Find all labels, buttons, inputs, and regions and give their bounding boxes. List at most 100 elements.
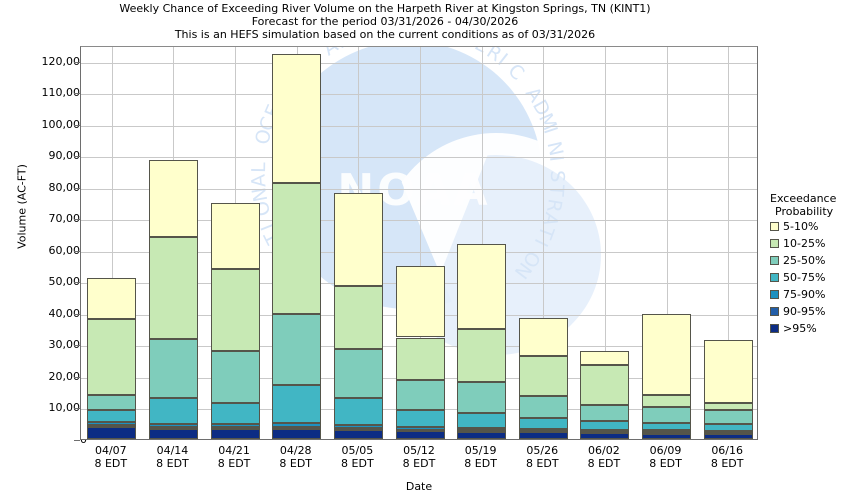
bar-segment[interactable] xyxy=(272,426,321,429)
legend-item[interactable]: 5-10% xyxy=(770,218,850,235)
bar-segment[interactable] xyxy=(580,421,629,431)
bar-segment[interactable] xyxy=(149,338,198,399)
x-axis-tick-date: 04/14 xyxy=(156,444,189,457)
bar-stack[interactable] xyxy=(87,47,136,439)
bar-segment[interactable] xyxy=(272,313,321,386)
bar-segment[interactable] xyxy=(704,339,753,404)
bar-stack[interactable] xyxy=(334,47,383,439)
bar-segment[interactable] xyxy=(149,423,198,427)
bar-segment[interactable] xyxy=(211,427,260,430)
bar-stack[interactable] xyxy=(580,47,629,439)
bar-segment[interactable] xyxy=(580,430,629,433)
bar-segment[interactable] xyxy=(642,430,691,433)
bar-segment[interactable] xyxy=(457,431,506,439)
bar-segment[interactable] xyxy=(272,385,321,424)
bar-segment[interactable] xyxy=(580,364,629,405)
bar-segment[interactable] xyxy=(149,160,198,237)
bar-segment[interactable] xyxy=(87,278,136,320)
bar-segment[interactable] xyxy=(272,423,321,427)
bar-segment[interactable] xyxy=(457,430,506,433)
bar-segment[interactable] xyxy=(457,381,506,413)
bar-stack[interactable] xyxy=(457,47,506,439)
bar-segment[interactable] xyxy=(87,425,136,428)
legend-item[interactable]: >95% xyxy=(770,320,850,337)
bar-segment[interactable] xyxy=(149,427,198,430)
bar-stack[interactable] xyxy=(149,47,198,439)
bar-segment[interactable] xyxy=(396,427,445,430)
bar-segment[interactable] xyxy=(396,429,445,432)
bar-stack[interactable] xyxy=(272,47,321,439)
bar-segment[interactable] xyxy=(87,394,136,410)
bar-segment[interactable] xyxy=(149,428,198,439)
bar-segment[interactable] xyxy=(334,429,383,439)
bar-segment[interactable] xyxy=(396,379,445,410)
bar-segment[interactable] xyxy=(519,417,568,429)
bar-segment[interactable] xyxy=(272,182,321,314)
bar-segment[interactable] xyxy=(211,268,260,351)
bar-segment[interactable] xyxy=(580,404,629,422)
bar-segment[interactable] xyxy=(396,337,445,380)
bar-segment[interactable] xyxy=(334,428,383,431)
bar-segment[interactable] xyxy=(87,421,136,426)
bar-segment[interactable] xyxy=(580,350,629,365)
bar-segment[interactable] xyxy=(211,429,260,439)
bar-segment[interactable] xyxy=(580,433,629,439)
bar-segment[interactable] xyxy=(396,431,445,439)
bar-stack[interactable] xyxy=(704,47,753,439)
bar-segment[interactable] xyxy=(149,236,198,339)
bar-segment[interactable] xyxy=(704,409,753,424)
x-axis-tick-date: 04/07 xyxy=(94,444,127,457)
bar-segment[interactable] xyxy=(396,410,445,428)
bar-segment[interactable] xyxy=(580,432,629,435)
x-axis-tick-time: 8 EDT xyxy=(217,457,251,470)
bar-segment[interactable] xyxy=(334,398,383,426)
bar-segment[interactable] xyxy=(642,394,691,408)
bar-segment[interactable] xyxy=(334,349,383,398)
bar-segment[interactable] xyxy=(211,202,260,269)
bar-stack[interactable] xyxy=(211,47,260,439)
bar-segment[interactable] xyxy=(642,314,691,395)
bar-segment[interactable] xyxy=(642,407,691,423)
bar-segment[interactable] xyxy=(519,317,568,357)
bar-segment[interactable] xyxy=(642,433,691,439)
bar-segment[interactable] xyxy=(87,409,136,422)
bar-stack[interactable] xyxy=(642,47,691,439)
bar-stack[interactable] xyxy=(519,47,568,439)
legend-item[interactable]: 50-75% xyxy=(770,269,850,286)
bar-segment[interactable] xyxy=(457,427,506,431)
legend-item[interactable]: 90-95% xyxy=(770,303,850,320)
bar-segment[interactable] xyxy=(704,433,753,439)
bar-segment[interactable] xyxy=(519,428,568,432)
bar-segment[interactable] xyxy=(519,431,568,434)
bar-segment[interactable] xyxy=(704,423,753,431)
bar-segment[interactable] xyxy=(334,193,383,287)
bar-segment[interactable] xyxy=(334,286,383,350)
bar-segment[interactable] xyxy=(149,398,198,424)
bar-segment[interactable] xyxy=(211,424,260,428)
bar-segment[interactable] xyxy=(211,403,260,425)
x-axis-tick-label: 06/16 8 EDT xyxy=(697,444,757,470)
bar-segment[interactable] xyxy=(87,319,136,395)
bar-segment[interactable] xyxy=(704,403,753,410)
bar-segment[interactable] xyxy=(457,329,506,382)
legend-item[interactable]: 75-90% xyxy=(770,286,850,303)
bar-segment[interactable] xyxy=(704,430,753,433)
bar-stack[interactable] xyxy=(396,47,445,439)
bar-segment[interactable] xyxy=(457,243,506,330)
bar-segment[interactable] xyxy=(87,427,136,439)
bar-segment[interactable] xyxy=(519,395,568,418)
bar-segment[interactable] xyxy=(272,54,321,183)
bar-segment[interactable] xyxy=(272,428,321,439)
legend-item[interactable]: 25-50% xyxy=(770,252,850,269)
bar-segment[interactable] xyxy=(704,432,753,435)
bar-segment[interactable] xyxy=(519,356,568,396)
legend-item[interactable]: 10-25% xyxy=(770,235,850,252)
bar-segment[interactable] xyxy=(642,422,691,431)
bar-segment[interactable] xyxy=(519,432,568,439)
y-axis-tick-label: 100,000 xyxy=(41,117,88,131)
bar-segment[interactable] xyxy=(211,350,260,404)
bar-segment[interactable] xyxy=(396,265,445,338)
bar-segment[interactable] xyxy=(334,425,383,429)
bar-segment[interactable] xyxy=(642,432,691,435)
bar-segment[interactable] xyxy=(457,412,506,428)
